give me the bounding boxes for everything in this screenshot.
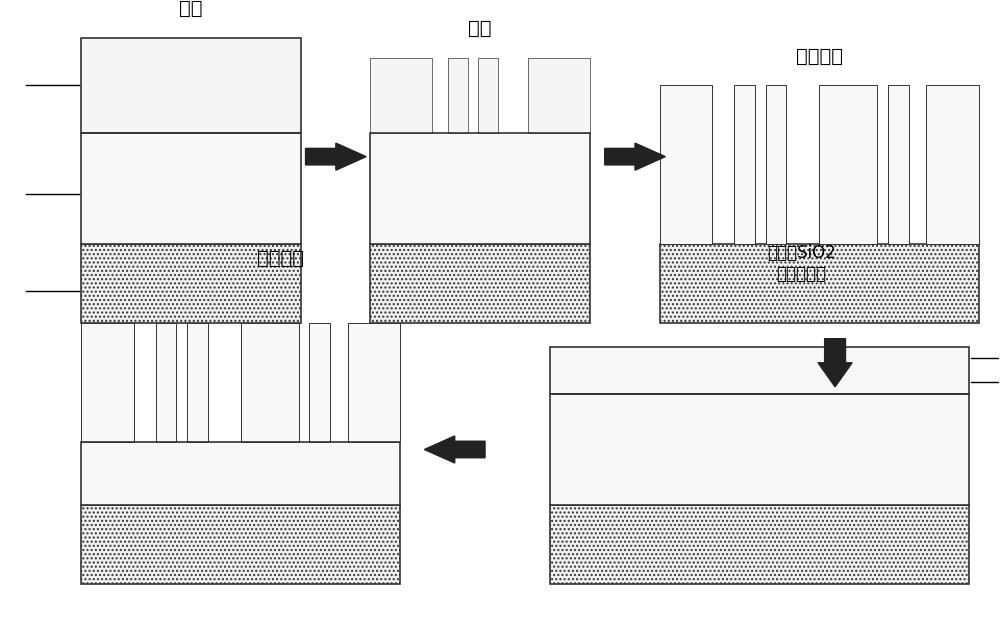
- Bar: [819, 86, 877, 244]
- FancyArrow shape: [424, 436, 485, 463]
- Bar: [660, 86, 712, 244]
- Bar: [370, 58, 432, 133]
- Bar: [348, 323, 400, 442]
- Bar: [370, 58, 432, 133]
- Bar: [926, 86, 979, 244]
- Bar: [156, 323, 176, 442]
- Bar: [241, 323, 299, 442]
- Bar: [888, 86, 909, 244]
- Bar: [81, 133, 301, 244]
- Text: 镀膜，SiO2
或者塑胶等: 镀膜，SiO2 或者塑胶等: [767, 244, 836, 283]
- Bar: [81, 133, 301, 244]
- FancyArrow shape: [605, 143, 665, 170]
- FancyArrow shape: [306, 143, 366, 170]
- Text: 部分刻蚀: 部分刻蚀: [257, 249, 304, 268]
- Bar: [448, 58, 468, 133]
- Bar: [448, 58, 468, 133]
- Bar: [660, 86, 712, 244]
- Bar: [478, 58, 498, 133]
- Bar: [734, 86, 755, 244]
- Bar: [156, 323, 176, 442]
- Bar: [309, 323, 330, 442]
- Bar: [370, 133, 590, 244]
- Bar: [550, 394, 969, 505]
- Bar: [81, 244, 301, 323]
- Bar: [550, 347, 969, 394]
- Bar: [550, 347, 969, 394]
- Bar: [81, 38, 301, 133]
- Bar: [309, 323, 330, 442]
- Bar: [660, 244, 979, 323]
- Bar: [241, 323, 299, 442]
- FancyArrow shape: [818, 339, 852, 387]
- Bar: [81, 38, 301, 133]
- Bar: [187, 323, 208, 442]
- Bar: [81, 323, 134, 442]
- Bar: [81, 505, 400, 584]
- Bar: [766, 86, 786, 244]
- Bar: [81, 442, 400, 505]
- Bar: [926, 86, 979, 244]
- Bar: [81, 442, 400, 505]
- Bar: [348, 323, 400, 442]
- Bar: [478, 58, 498, 133]
- Text: 光刻: 光刻: [468, 19, 492, 38]
- Bar: [888, 86, 909, 244]
- Text: 干法刻蚀: 干法刻蚀: [796, 47, 843, 66]
- Bar: [766, 86, 786, 244]
- Bar: [81, 323, 134, 442]
- Bar: [528, 58, 590, 133]
- Bar: [528, 58, 590, 133]
- Bar: [734, 86, 755, 244]
- Text: 镀膜: 镀膜: [179, 0, 203, 18]
- Bar: [550, 505, 969, 584]
- Bar: [550, 394, 969, 505]
- Bar: [187, 323, 208, 442]
- Bar: [370, 244, 590, 323]
- Bar: [370, 133, 590, 244]
- Bar: [819, 86, 877, 244]
